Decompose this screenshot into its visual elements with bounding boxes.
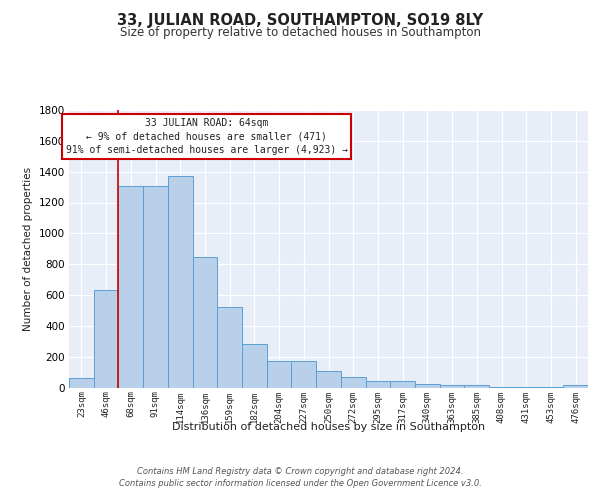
Bar (292, 360, 316, 388)
Bar (365, 382, 390, 388)
Text: 33 JULIAN ROAD: 64sqm
← 9% of detached houses are smaller (471)
91% of semi-deta: 33 JULIAN ROAD: 64sqm ← 9% of detached h… (65, 118, 347, 154)
Bar (267, 360, 292, 388)
Bar (514, 386, 539, 388)
Bar (69, 378, 94, 388)
Bar (563, 385, 588, 388)
Bar (94, 290, 118, 388)
Bar (242, 344, 267, 388)
Y-axis label: Number of detached properties: Number of detached properties (23, 166, 33, 331)
Bar (168, 176, 193, 388)
Bar (316, 370, 341, 388)
Bar (390, 382, 415, 388)
Text: 33, JULIAN ROAD, SOUTHAMPTON, SO19 8LY: 33, JULIAN ROAD, SOUTHAMPTON, SO19 8LY (117, 12, 483, 28)
Bar (440, 385, 464, 388)
Bar (193, 257, 217, 388)
Bar (415, 384, 440, 388)
Text: Distribution of detached houses by size in Southampton: Distribution of detached houses by size … (172, 422, 485, 432)
Bar (217, 306, 242, 388)
Text: Size of property relative to detached houses in Southampton: Size of property relative to detached ho… (119, 26, 481, 39)
Text: Contains HM Land Registry data © Crown copyright and database right 2024.
Contai: Contains HM Land Registry data © Crown c… (119, 466, 481, 487)
Bar (143, 186, 168, 388)
Bar (118, 186, 143, 388)
Bar (539, 386, 563, 388)
Bar (464, 385, 489, 388)
Bar (341, 376, 365, 388)
Bar (489, 386, 514, 388)
